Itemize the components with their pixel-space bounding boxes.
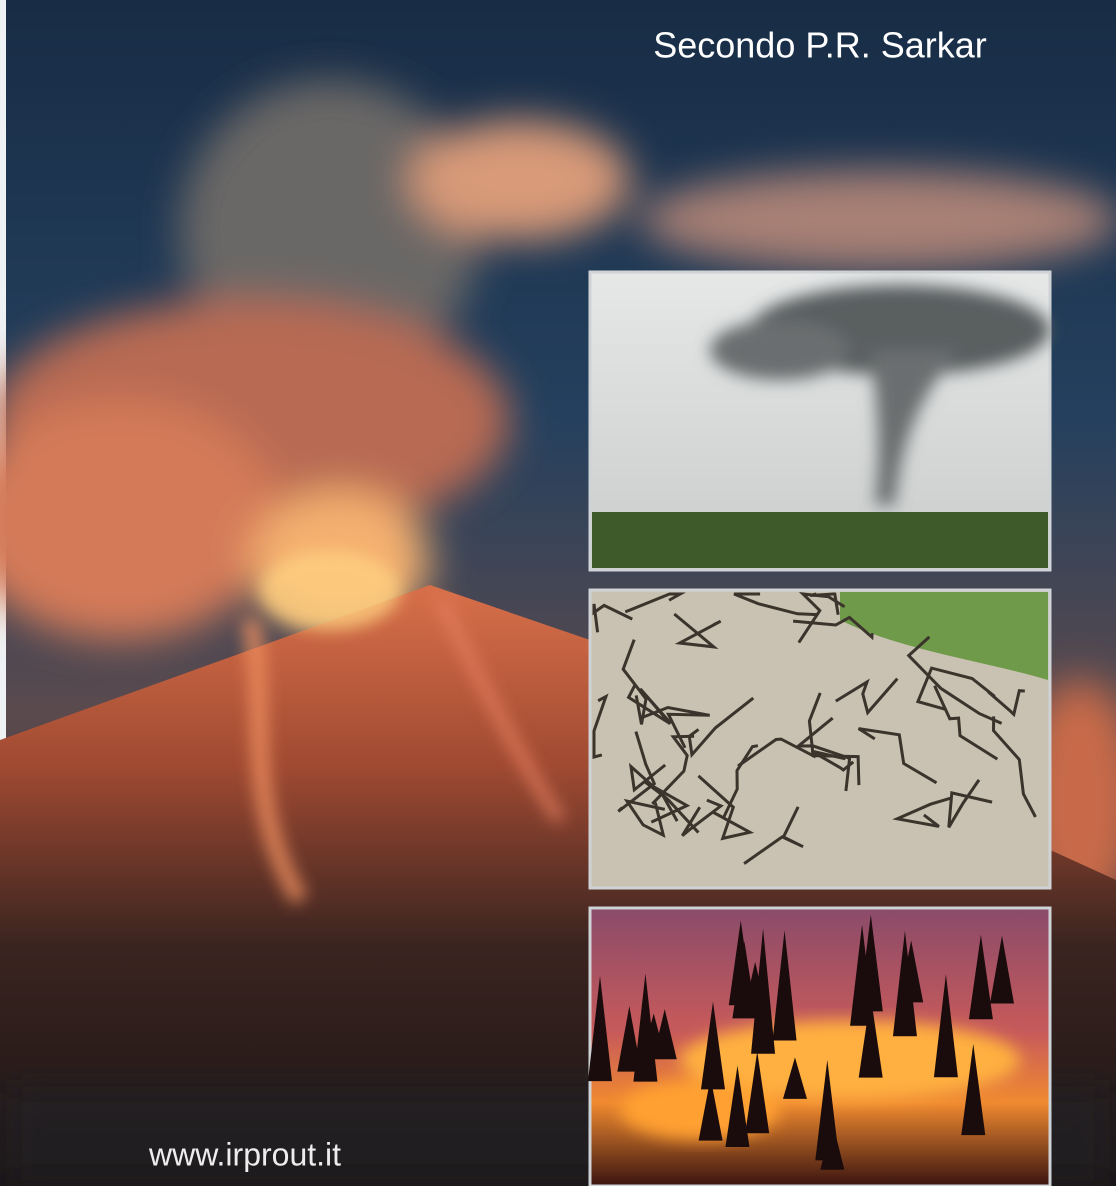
website-url: www.irprout.it	[148, 1136, 341, 1172]
drought-photo	[590, 590, 1050, 888]
page: Secondo P.R. Sarkar www.irprout.it (() =…	[0, 0, 1116, 1186]
book-cover: Secondo P.R. Sarkar www.irprout.it	[0, 0, 1116, 1186]
decoration	[640, 170, 1116, 270]
wildfire-photo	[588, 908, 1050, 1186]
decoration	[592, 512, 1048, 568]
tornado-photo	[590, 272, 1050, 570]
decoration	[710, 320, 850, 380]
decoration	[410, 120, 630, 240]
author: Secondo P.R. Sarkar	[653, 25, 987, 66]
decoration	[260, 550, 400, 630]
